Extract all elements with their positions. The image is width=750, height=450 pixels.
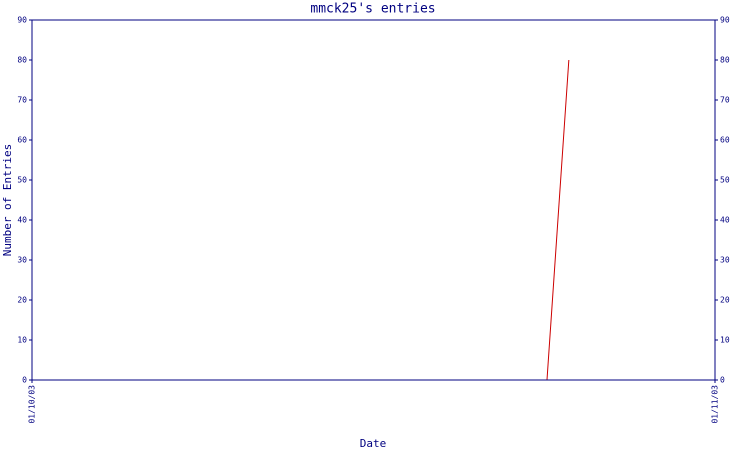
y2-tick-label: 50 — [720, 176, 730, 185]
y-axis-label: Number of Entries — [1, 144, 14, 257]
chart-title: mmck25's entries — [310, 2, 435, 17]
y-tick-label: 0 — [22, 376, 27, 385]
y-tick-label: 40 — [17, 216, 27, 225]
data-line — [32, 59, 570, 381]
y-tick-label: 60 — [17, 136, 27, 145]
x-tick-label: 01/10/03 — [28, 385, 37, 424]
y-tick-label: 20 — [17, 296, 27, 305]
y2-tick-label: 0 — [720, 376, 725, 385]
y2-tick-label: 90 — [720, 16, 730, 25]
y2-tick-label: 30 — [720, 256, 730, 265]
y-tick-label: 90 — [17, 16, 27, 25]
y-tick-label: 50 — [17, 176, 27, 185]
y2-tick-label: 10 — [720, 336, 730, 345]
y-tick-label: 10 — [17, 336, 27, 345]
x-tick-label: 01/11/03 — [711, 385, 720, 424]
y-tick-label: 80 — [17, 56, 27, 65]
y-tick-label: 70 — [17, 96, 27, 105]
plot-frame — [31, 19, 716, 381]
x-axis-label: Date — [360, 437, 387, 450]
y2-tick-label: 80 — [720, 56, 730, 65]
y2-tick-label: 70 — [720, 96, 730, 105]
y2-tick-label: 60 — [720, 136, 730, 145]
y2-tick-label: 40 — [720, 216, 730, 225]
y-tick-label: 30 — [17, 256, 27, 265]
y2-tick-label: 20 — [720, 296, 730, 305]
